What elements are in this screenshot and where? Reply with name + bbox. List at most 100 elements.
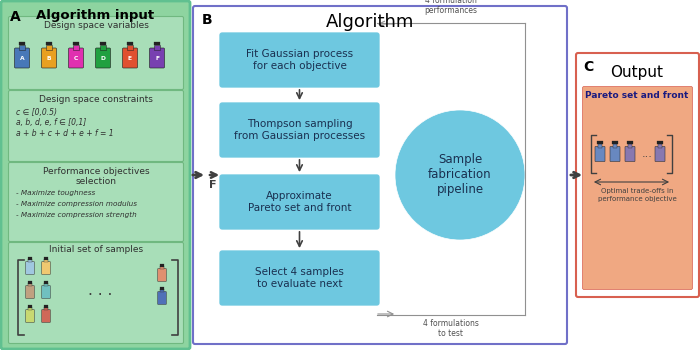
Bar — [28, 257, 32, 259]
Bar — [100, 45, 106, 50]
Text: ···: ··· — [642, 152, 652, 162]
FancyBboxPatch shape — [26, 261, 34, 274]
Bar — [160, 289, 164, 293]
Text: Initial set of samples: Initial set of samples — [49, 245, 143, 254]
Text: B: B — [202, 13, 213, 27]
FancyBboxPatch shape — [219, 174, 380, 230]
Bar — [598, 144, 602, 147]
FancyBboxPatch shape — [655, 147, 665, 161]
Bar — [154, 45, 160, 50]
Text: A: A — [20, 56, 25, 61]
Bar — [627, 140, 633, 144]
FancyBboxPatch shape — [8, 16, 183, 90]
Text: Design space constraints: Design space constraints — [39, 96, 153, 105]
Text: a + b + c + d + e + f = 1: a + b + c + d + e + f = 1 — [16, 130, 113, 139]
FancyBboxPatch shape — [595, 147, 605, 161]
Text: Algorithm: Algorithm — [326, 13, 414, 31]
Text: c ∈ [0,0.5): c ∈ [0,0.5) — [16, 107, 57, 117]
Bar — [160, 266, 164, 270]
Text: - Maximize toughness: - Maximize toughness — [16, 190, 95, 196]
Bar — [160, 264, 164, 266]
FancyBboxPatch shape — [122, 48, 137, 68]
Bar — [160, 287, 164, 289]
Text: E: E — [128, 56, 132, 61]
FancyBboxPatch shape — [576, 53, 699, 297]
Bar — [46, 45, 52, 50]
FancyBboxPatch shape — [8, 243, 183, 343]
Text: Select 4 samples
to evaluate next: Select 4 samples to evaluate next — [255, 267, 344, 289]
Bar — [99, 42, 106, 46]
Bar — [612, 140, 617, 144]
FancyBboxPatch shape — [69, 48, 83, 68]
FancyBboxPatch shape — [158, 268, 167, 281]
Text: B: B — [47, 56, 51, 61]
Bar — [597, 140, 603, 144]
Text: - Maximize compression strength: - Maximize compression strength — [16, 212, 136, 218]
Bar — [43, 281, 48, 284]
Text: Design space variables: Design space variables — [43, 21, 148, 29]
Text: Thompson sampling
from Gaussian processes: Thompson sampling from Gaussian processe… — [234, 119, 365, 141]
FancyBboxPatch shape — [8, 91, 183, 161]
Text: selection: selection — [76, 176, 116, 186]
FancyBboxPatch shape — [158, 292, 167, 304]
Bar — [19, 45, 25, 50]
Text: C: C — [74, 56, 78, 61]
Text: Optimal trade-offs in
performance objective: Optimal trade-offs in performance object… — [598, 189, 676, 202]
FancyBboxPatch shape — [26, 309, 34, 322]
FancyBboxPatch shape — [42, 309, 50, 322]
Bar — [153, 42, 160, 46]
Bar — [657, 140, 663, 144]
FancyBboxPatch shape — [610, 147, 620, 161]
Bar — [44, 259, 48, 262]
Bar — [73, 45, 79, 50]
Text: a, b, d, e, f ∈ [0,1]: a, b, d, e, f ∈ [0,1] — [16, 119, 86, 127]
FancyBboxPatch shape — [26, 286, 34, 299]
Text: Approximate
Pareto set and front: Approximate Pareto set and front — [248, 191, 351, 213]
FancyBboxPatch shape — [1, 1, 190, 349]
Bar — [28, 281, 32, 284]
FancyBboxPatch shape — [42, 261, 50, 274]
Text: D: D — [101, 56, 106, 61]
FancyBboxPatch shape — [193, 6, 567, 344]
Bar — [73, 42, 80, 46]
Bar — [18, 42, 25, 46]
Text: A: A — [10, 10, 21, 24]
FancyBboxPatch shape — [625, 147, 635, 161]
Bar — [28, 304, 32, 308]
Text: - Maximize compression modulus: - Maximize compression modulus — [16, 201, 137, 207]
FancyBboxPatch shape — [582, 86, 692, 289]
Text: 4 formulation
performances: 4 formulation performances — [424, 0, 477, 15]
FancyBboxPatch shape — [41, 48, 57, 68]
FancyBboxPatch shape — [15, 48, 29, 68]
Text: C: C — [583, 60, 594, 74]
Bar — [127, 45, 133, 50]
Bar — [46, 42, 52, 46]
Text: Output: Output — [610, 65, 664, 80]
Circle shape — [395, 110, 525, 240]
Bar — [43, 304, 48, 308]
FancyBboxPatch shape — [42, 286, 50, 299]
Bar — [28, 259, 32, 262]
Text: 4 formulations
to test: 4 formulations to test — [423, 319, 479, 338]
Bar — [628, 144, 632, 147]
Text: Algorithm input: Algorithm input — [36, 9, 154, 22]
Bar — [658, 144, 662, 147]
Text: · · ·: · · · — [88, 287, 112, 302]
FancyBboxPatch shape — [219, 250, 380, 306]
Text: F: F — [209, 180, 217, 190]
Bar — [612, 144, 617, 147]
Text: Pareto set and front: Pareto set and front — [585, 91, 689, 99]
Text: Fit Gaussian process
for each objective: Fit Gaussian process for each objective — [246, 49, 353, 71]
Bar — [43, 257, 48, 259]
FancyBboxPatch shape — [150, 48, 164, 68]
Bar — [44, 307, 48, 310]
Text: Sample
fabrication
pipeline: Sample fabrication pipeline — [428, 154, 492, 196]
Text: Performance objectives: Performance objectives — [43, 167, 149, 175]
Bar — [44, 283, 48, 286]
FancyBboxPatch shape — [219, 102, 380, 158]
Bar — [127, 42, 134, 46]
FancyBboxPatch shape — [8, 162, 183, 242]
Bar — [28, 283, 32, 286]
Text: F: F — [155, 56, 159, 61]
FancyBboxPatch shape — [95, 48, 111, 68]
